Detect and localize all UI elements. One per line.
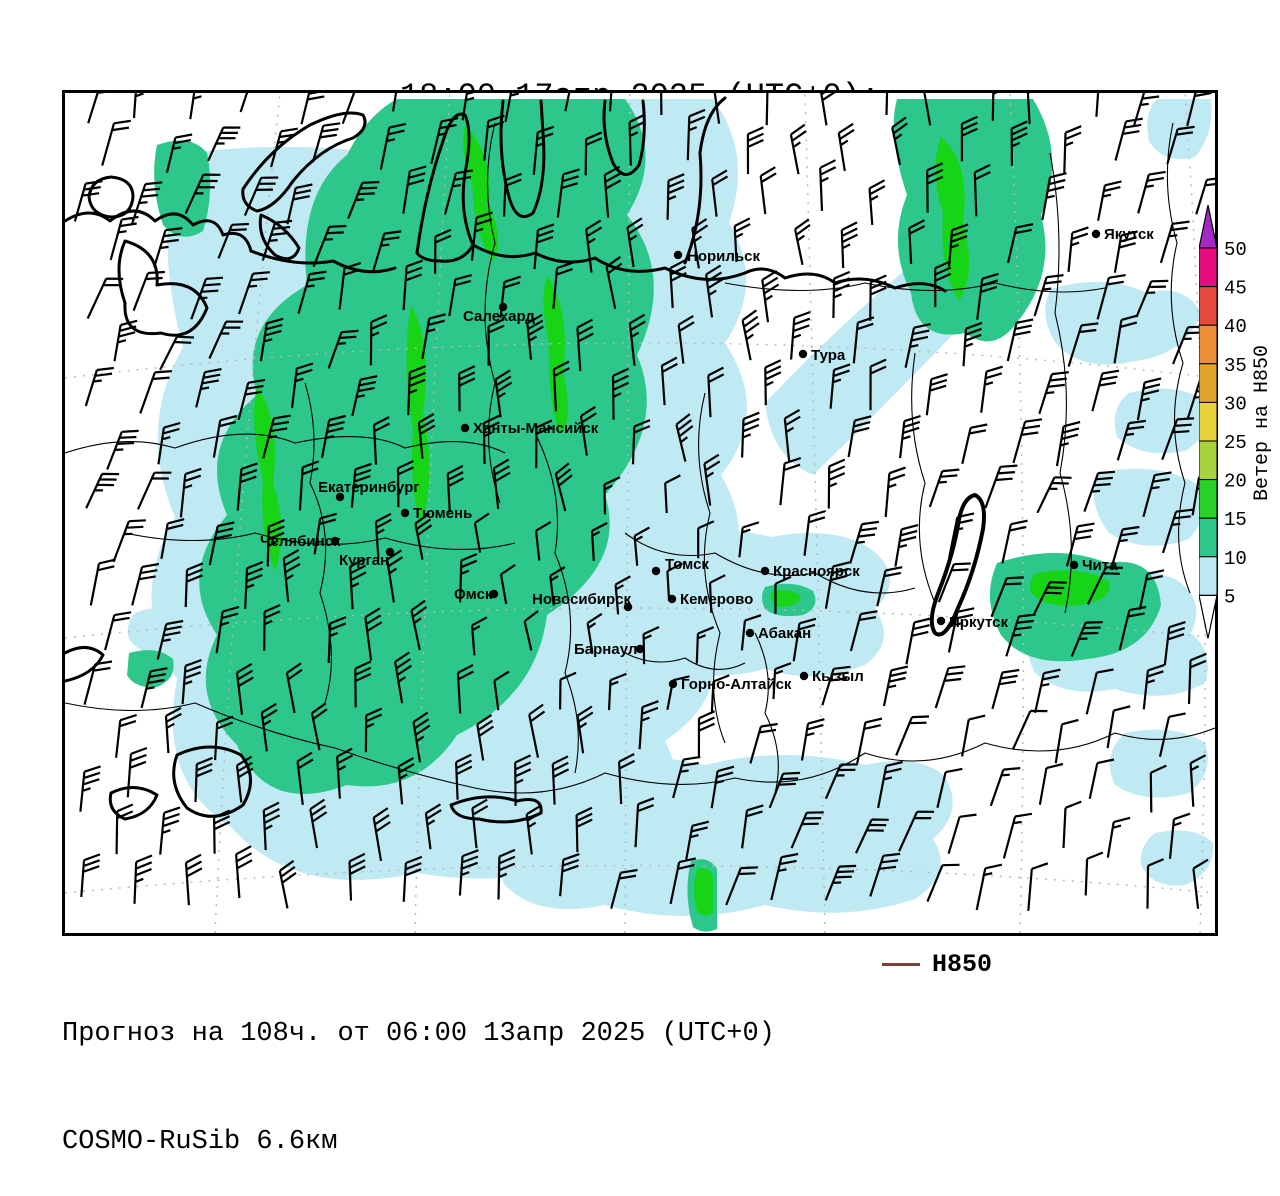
colorbar-title: Ветер на H850 (1251, 345, 1274, 501)
city-marker (330, 536, 340, 546)
city-marker (673, 250, 683, 260)
colorbar-tick-label: 15 (1224, 509, 1247, 531)
colorbar-tick-label: 30 (1224, 393, 1247, 415)
colorbar-segment (1198, 440, 1218, 481)
city-marker (936, 616, 946, 626)
colorbar-tick-label: 10 (1224, 548, 1247, 570)
forecast-footer: Прогноз на 108ч. от 06:00 13апр 2025 (UT… (62, 944, 775, 1196)
city-marker (798, 349, 808, 359)
city-marker (745, 628, 755, 638)
city-label: Екатеринбург (318, 479, 420, 496)
wind-speed-shading (127, 99, 1214, 932)
graticule-lines (65, 93, 1215, 933)
city-label: Салехард (463, 308, 535, 325)
city-marker (635, 644, 645, 654)
forecast-info: Прогноз на 108ч. от 06:00 13апр 2025 (UT… (62, 1019, 775, 1049)
city-label: Красноярск (773, 563, 860, 580)
colorbar-tick-label: 45 (1224, 278, 1247, 300)
city-marker (489, 589, 499, 599)
city-marker (760, 566, 770, 576)
colorbar-segment (1198, 363, 1218, 403)
colorbar-segment (1198, 517, 1218, 558)
colorbar-tick-label: 5 (1224, 586, 1235, 608)
colorbar-tick-label: 40 (1224, 316, 1247, 338)
city-marker (651, 566, 661, 576)
wind-barbs-layer (73, 93, 1215, 911)
city-label: Якутск (1104, 226, 1154, 243)
forecast-map: Норильск Салехард Тура Ханты-Мансийск Екатер… (62, 90, 1218, 936)
colorbar-segment (1198, 286, 1218, 326)
forecast-map-canvas: Норильск Салехард Тура Ханты-Мансийск Екатер… (65, 93, 1215, 933)
city-marker (460, 423, 470, 433)
city-marker (1091, 229, 1101, 239)
city-marker (385, 547, 395, 557)
city-label: Омск (454, 586, 493, 603)
city-label: Томск (665, 556, 709, 573)
coastline-lakes (65, 96, 986, 824)
city-label: Кызыл (812, 668, 864, 685)
h850-legend-label: H850 (932, 950, 993, 979)
city-label: Кемерово (680, 591, 753, 608)
wind-speed-colorbar: 50 45 40 35 30 25 20 15 10 5 Ветер на H850 (1198, 204, 1280, 660)
colorbar-segment (1198, 247, 1218, 288)
admin-borders (65, 122, 1215, 794)
model-info: COSMO-RuSib 6.6км (62, 1127, 338, 1157)
colorbar-tick-label: 50 (1224, 239, 1247, 261)
colorbar-canvas: 50 45 40 35 30 25 20 15 10 5 Ветер на H850 (1198, 204, 1274, 639)
city-label: Новосибирск (532, 591, 632, 608)
h850-line-swatch (882, 963, 920, 966)
city-marker (335, 492, 345, 502)
city-label: Норильск (687, 248, 760, 265)
city-marker (1069, 560, 1079, 570)
legend-h850: H850 (882, 950, 992, 979)
colorbar-above-max-arrow (1198, 204, 1218, 249)
colorbar-tick-label: 20 (1224, 471, 1247, 493)
colorbar-tick-label: 35 (1224, 355, 1247, 377)
wind-barb-field (73, 93, 1215, 911)
city-marker (400, 508, 410, 518)
colorbar-below-min-arrow (1198, 594, 1218, 639)
city-marker (667, 594, 677, 604)
city-marker (668, 679, 678, 689)
colorbar-tick-label: 25 (1224, 432, 1247, 454)
colorbar-segment (1198, 401, 1218, 442)
city-label: Курган (339, 552, 389, 569)
city-label: Иркутск (949, 614, 1008, 631)
city-marker (498, 302, 508, 312)
colorbar-segment (1198, 479, 1218, 519)
city-label: Тура (811, 347, 846, 364)
colorbar-segment (1198, 324, 1218, 365)
colorbar-segment (1198, 556, 1218, 596)
city-label: Ханты-Мансийск (473, 420, 599, 437)
city-label: Чита (1082, 557, 1118, 574)
city-marker (799, 671, 809, 681)
city-label: Челябинск (260, 533, 341, 550)
city-marker (623, 602, 633, 612)
city-label: Горно-Алтайск (681, 676, 792, 693)
city-labels-layer: Норильск Салехард Тура Ханты-Мансийск Екатер… (260, 226, 1154, 693)
city-label: Барнаул (574, 641, 637, 658)
city-label: Абакан (758, 625, 811, 642)
city-label: Тюмень (413, 505, 472, 522)
